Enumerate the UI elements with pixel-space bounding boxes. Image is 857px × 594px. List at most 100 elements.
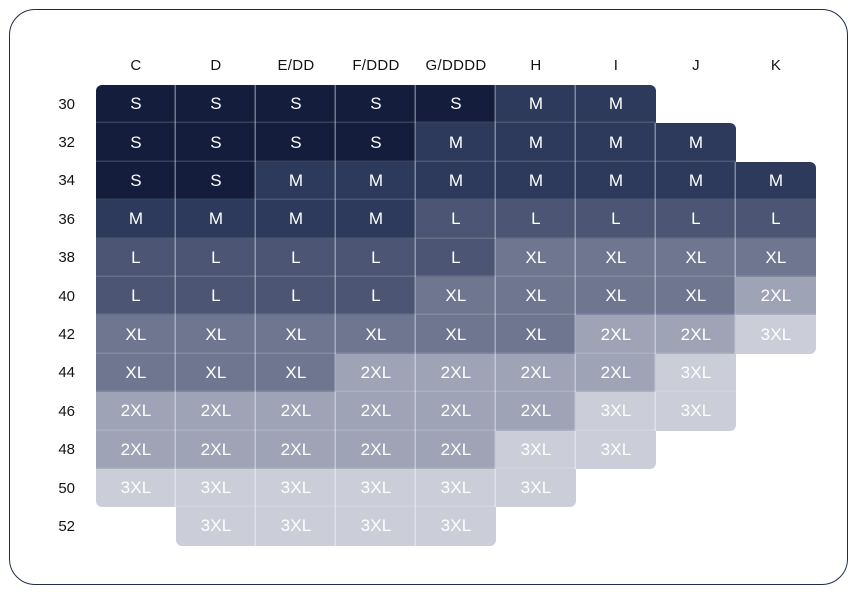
size-cell-36-c: M [96,200,176,239]
size-cell-40-g-dddd: XL [416,276,496,316]
size-cell-40-f-ddd: L [336,276,416,316]
size-cell-48-e-dd: 2XL [256,430,336,469]
size-cell-46-h: 2XL [496,392,576,431]
size-cell-42-d: XL [176,315,256,354]
size-cell-46-c: 2XL [96,392,176,431]
size-cell-44-e-dd: XL [256,353,336,393]
size-cell-40-e-dd: L [256,276,336,316]
size-cell-34-i: M [576,161,656,201]
size-cell-34-j: M [656,161,736,201]
size-cell-50-h: 3XL [496,468,576,508]
size-cell-40-k: 2XL [736,276,816,316]
size-cell-36-d: M [176,200,256,239]
size-cell-30-e-dd: S [256,85,336,124]
column-header-j: J [692,56,700,74]
empty-cell [736,123,816,161]
empty-cell [736,354,816,392]
size-cell-48-h: 3XL [496,430,576,469]
size-cell-38-d: L [176,238,256,277]
size-cell-42-f-ddd: XL [336,315,416,354]
size-cell-52-f-ddd: 3XL [336,507,416,546]
size-cell-32-h: M [496,123,576,162]
empty-cell [656,507,736,545]
size-cell-30-g-dddd: S [416,85,496,124]
size-cell-34-c: S [96,161,176,201]
row-label-48: 48 [58,441,75,459]
size-grid: C D E/DD F/DDD G/DDDD H I J K 30 S S S S S M M 32 S S S S M M M M… [41,45,816,546]
size-cell-42-j: 2XL [656,315,736,354]
column-header-g-dddd: G/DDDD [425,56,487,74]
size-cell-32-f-ddd: S [336,123,416,162]
empty-cell [736,431,816,469]
size-cell-42-e-dd: XL [256,315,336,354]
size-cell-34-d: S [176,161,256,201]
size-cell-34-f-ddd: M [336,161,416,201]
size-cell-36-e-dd: M [256,200,336,239]
empty-cell [656,469,736,507]
size-cell-44-f-ddd: 2XL [336,353,416,393]
size-cell-34-g-dddd: M [416,161,496,201]
size-cell-42-g-dddd: XL [416,315,496,354]
size-cell-44-i: 2XL [576,353,656,393]
size-cell-38-c: L [96,238,176,277]
column-header-k: K [770,56,782,74]
size-cell-46-g-dddd: 2XL [416,392,496,431]
size-cell-50-g-dddd: 3XL [416,468,496,508]
size-cell-44-j: 3XL [656,353,736,393]
size-cell-38-f-ddd: L [336,238,416,277]
size-cell-30-c: S [96,85,176,124]
size-chart: C D E/DD F/DDD G/DDDD H I J K 30 S S S S S M M 32 S S S S M M M M… [41,45,816,546]
empty-cell [96,507,176,545]
row-label-36: 36 [58,210,75,228]
size-cell-42-i: 2XL [576,315,656,354]
size-cell-52-g-dddd: 3XL [416,507,496,546]
row-label-38: 38 [58,249,75,267]
size-cell-40-j: XL [656,276,736,316]
size-cell-38-i: XL [576,238,656,277]
size-cell-50-c: 3XL [96,468,176,508]
size-cell-32-c: S [96,123,176,162]
size-cell-36-i: L [576,200,656,239]
size-cell-52-d: 3XL [176,507,256,546]
size-cell-46-e-dd: 2XL [256,392,336,431]
column-header-f-ddd: F/DDD [352,56,400,74]
row-label-40: 40 [58,287,75,305]
size-cell-34-h: M [496,161,576,201]
size-cell-42-c: XL [96,315,176,354]
row-label-34: 34 [58,172,75,190]
size-cell-48-f-ddd: 2XL [336,430,416,469]
row-label-32: 32 [58,134,75,152]
row-label-52: 52 [58,517,75,535]
empty-cell [496,507,576,545]
size-cell-44-g-dddd: 2XL [416,353,496,393]
size-cell-44-c: XL [96,353,176,393]
size-cell-52-e-dd: 3XL [256,507,336,546]
size-cell-32-d: S [176,123,256,162]
size-cell-30-d: S [176,85,256,124]
size-cell-36-j: L [656,200,736,239]
row-label-46: 46 [58,402,75,420]
empty-cell [736,507,816,545]
size-chart-card: C D E/DD F/DDD G/DDDD H I J K 30 S S S S S M M 32 S S S S M M M M… [9,9,848,585]
empty-cell [576,469,656,507]
size-cell-32-j: M [656,123,736,162]
row-label-30: 30 [58,95,75,113]
size-cell-50-f-ddd: 3XL [336,468,416,508]
size-cell-32-g-dddd: M [416,123,496,162]
empty-cell [576,507,656,545]
size-cell-38-k: XL [736,238,816,277]
column-header-h: H [530,56,542,74]
size-cell-36-f-ddd: M [336,200,416,239]
row-label-50: 50 [58,479,75,497]
size-cell-36-g-dddd: L [416,200,496,239]
size-cell-30-h: M [496,85,576,124]
size-cell-38-h: XL [496,238,576,277]
size-cell-46-j: 3XL [656,392,736,431]
size-cell-38-e-dd: L [256,238,336,277]
size-cell-48-c: 2XL [96,430,176,469]
size-cell-50-e-dd: 3XL [256,468,336,508]
size-cell-38-g-dddd: L [416,238,496,277]
size-cell-40-i: XL [576,276,656,316]
column-header-e-dd: E/DD [277,56,315,74]
